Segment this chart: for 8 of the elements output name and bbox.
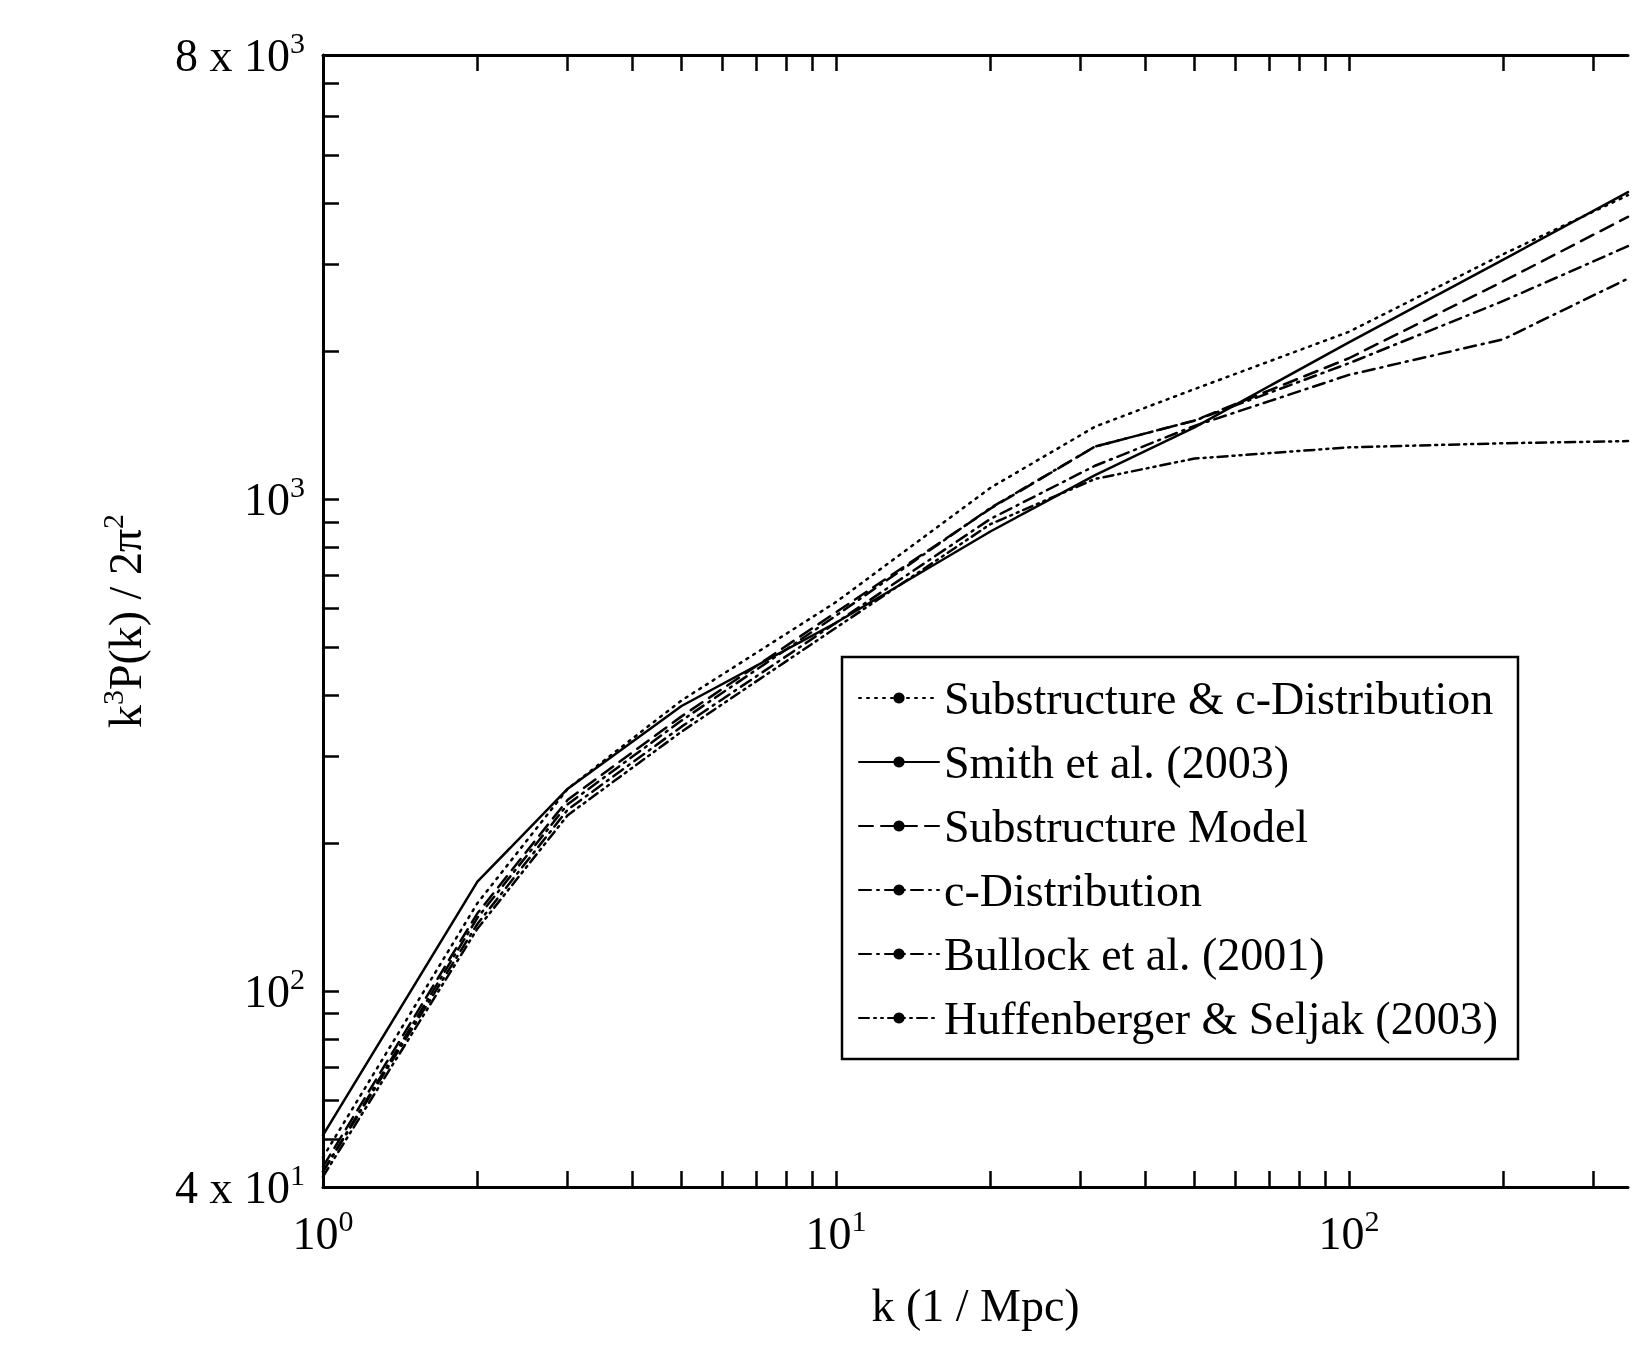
legend-label: Smith et al. (2003) (944, 736, 1289, 788)
legend-label: Substructure & c-Distribution (944, 672, 1494, 724)
y-axis-title: k3P(k) / 2π2 (95, 513, 151, 729)
legend-label: Huffenberger & Seljak (2003) (944, 992, 1498, 1044)
legend-label: Bullock et al. (2001) (944, 928, 1325, 980)
legend-label: Substructure Model (944, 800, 1309, 852)
legend-label: c-Distribution (944, 864, 1203, 916)
x-axis-title: k (1 / Mpc) (871, 1279, 1080, 1331)
